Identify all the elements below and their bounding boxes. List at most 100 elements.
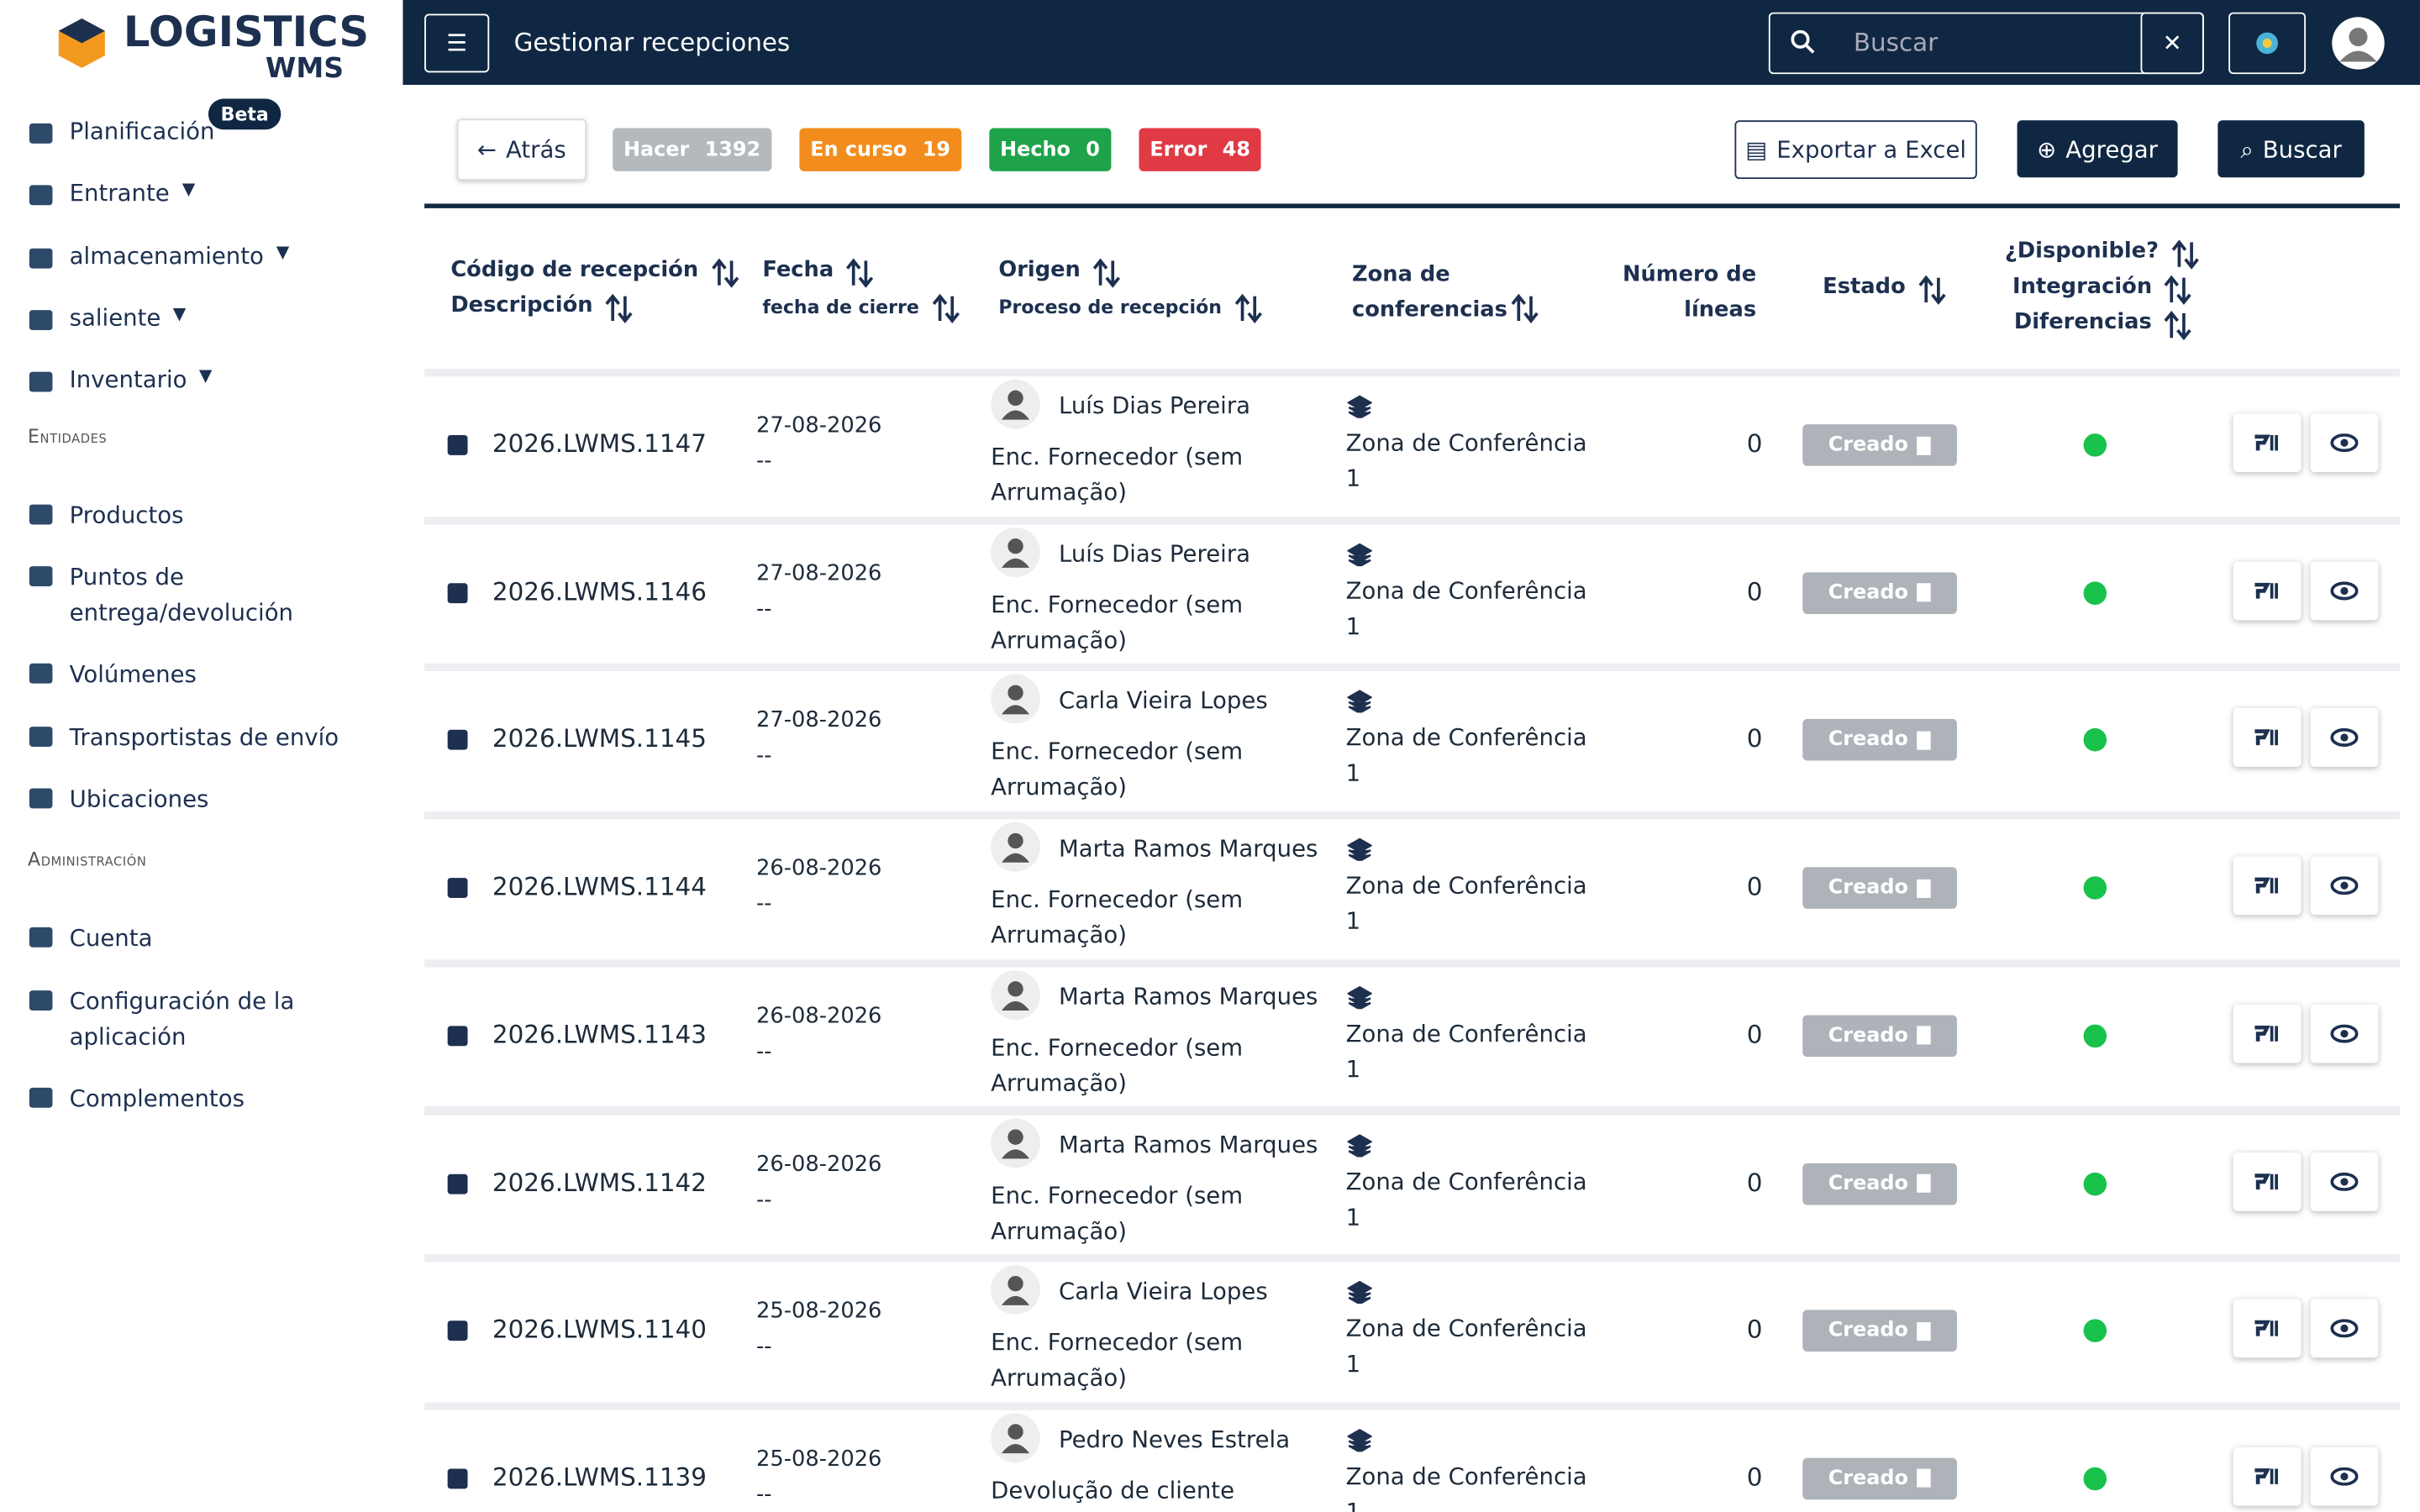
counter-label: Hacer — [623, 138, 690, 161]
nav-icon — [29, 1086, 53, 1107]
status-badge: Creado — [1802, 424, 1957, 466]
nav-icon — [29, 371, 53, 392]
date: 26-08-2026 — [755, 1152, 882, 1177]
user-name: Luís Dias Pereira — [1058, 391, 1251, 420]
logo-icon — [58, 18, 105, 68]
reception-code: 2026.LWMS.1142 — [492, 1167, 707, 1197]
view-button[interactable] — [2310, 413, 2379, 473]
menu-toggle[interactable]: ☰ — [424, 13, 490, 73]
availability-dot — [2083, 1467, 2107, 1491]
status-counter[interactable]: En curso 19 — [799, 128, 961, 171]
view-button[interactable] — [2310, 1446, 2379, 1506]
view-button[interactable] — [2310, 856, 2379, 916]
reception-code: 2026.LWMS.1140 — [492, 1315, 707, 1345]
view-button[interactable] — [2310, 1299, 2379, 1358]
closing-date: -- — [755, 596, 772, 622]
doc-icon — [1917, 583, 1932, 602]
doc-icon — [1917, 879, 1932, 898]
counter-label: En curso — [810, 138, 908, 161]
zone-icon — [1346, 837, 1373, 868]
user-avatar — [991, 1413, 1040, 1462]
nav-item: Transportistas de envío — [69, 722, 339, 751]
date: 26-08-2026 — [755, 856, 882, 881]
add-label: Agregar — [2065, 134, 2158, 163]
action-button[interactable] — [2233, 1152, 2302, 1210]
process: Enc. Fornecedor (sem Arrumação) — [991, 590, 1244, 654]
availability-dot — [2083, 1319, 2107, 1343]
closing-date: -- — [755, 1039, 772, 1064]
nav-icon — [29, 664, 53, 685]
status-counter[interactable]: Hacer 1392 — [613, 128, 771, 171]
status-label: Creado — [1828, 876, 1908, 900]
user-avatar — [991, 969, 1040, 1020]
nav-icon — [29, 123, 53, 144]
status-badge: Creado — [1802, 1457, 1957, 1500]
user-name: Luís Dias Pereira — [1058, 539, 1251, 568]
process: Enc. Fornecedor (sem Arrumação) — [991, 738, 1244, 801]
reception-code: 2026.LWMS.1144 — [492, 871, 707, 901]
nav-item: Complementos — [69, 1084, 245, 1112]
action-button[interactable] — [2233, 708, 2302, 768]
user-avatar — [991, 822, 1040, 872]
view-button[interactable] — [2310, 1004, 2379, 1063]
row-icon — [447, 1320, 468, 1341]
action-button[interactable] — [2233, 413, 2302, 473]
status-badge: Creado — [1802, 1015, 1957, 1057]
sort-icon — [1234, 293, 1263, 330]
nav-caret: ▼ — [172, 303, 187, 324]
row-icon — [447, 434, 468, 455]
nav-icon — [29, 927, 53, 948]
column-header: Descripción — [450, 292, 593, 318]
back-label: Atrás — [505, 135, 566, 164]
availability-dot — [2083, 1024, 2107, 1047]
date: 27-08-2026 — [755, 560, 882, 586]
status-counter[interactable]: Hecho 0 — [989, 128, 1111, 171]
doc-icon — [1917, 435, 1932, 454]
table-header — [424, 207, 2401, 369]
column-header: Estado — [1823, 274, 1906, 300]
row-icon — [447, 730, 468, 751]
table-row — [424, 967, 2401, 1107]
column-header: Zona de conferencias — [1351, 262, 1507, 323]
sort-icon — [845, 258, 874, 295]
add-button[interactable]: ⊕ Agregar — [2017, 120, 2178, 178]
action-button[interactable] — [2233, 1299, 2302, 1358]
sort-icon — [2164, 275, 2191, 312]
line-count: 0 — [1746, 1462, 1763, 1492]
zone: Zona de Conferência 1 — [1345, 724, 1587, 788]
action-button[interactable] — [2233, 1446, 2302, 1506]
closing-date: -- — [755, 1482, 772, 1508]
search-label: Buscar — [2262, 134, 2342, 163]
counter-label: Error — [1150, 138, 1207, 161]
nav-item: Ubicaciones — [69, 785, 209, 813]
row-icon — [447, 1173, 468, 1194]
action-button[interactable] — [2233, 1004, 2302, 1063]
nav-item: Configuración de la aplicación — [69, 986, 295, 1050]
export-button[interactable]: ▤ Exportar a Excel — [1734, 120, 1977, 180]
app-switch[interactable] — [2228, 12, 2307, 75]
view-button[interactable] — [2310, 560, 2379, 620]
nav-icon — [29, 247, 53, 268]
reception-code: 2026.LWMS.1145 — [492, 724, 707, 754]
doc-icon — [1917, 1321, 1932, 1341]
date: 27-08-2026 — [755, 413, 882, 438]
user-name: Marta Ramos Marques — [1058, 834, 1318, 863]
back-button[interactable]: ← Atrás — [456, 118, 587, 181]
brand-sub: WMS — [265, 52, 345, 86]
view-button[interactable] — [2310, 1152, 2379, 1210]
line-count: 0 — [1746, 724, 1763, 754]
process: Enc. Fornecedor (sem Arrumação) — [991, 1180, 1244, 1245]
nav-item: Planificación — [69, 117, 215, 145]
action-button[interactable] — [2233, 856, 2302, 916]
action-button[interactable] — [2233, 560, 2302, 620]
closing-date: -- — [755, 744, 772, 769]
clear-search[interactable]: ✕ — [2140, 12, 2204, 75]
view-button[interactable] — [2310, 708, 2379, 768]
reception-code: 2026.LWMS.1139 — [492, 1462, 707, 1492]
search-button[interactable]: ⌕ Buscar — [2217, 120, 2365, 178]
status-counter[interactable]: Error 48 — [1139, 128, 1261, 171]
nav-icon — [29, 990, 53, 1011]
avatar[interactable] — [2330, 15, 2386, 71]
nav-caret: ▼ — [198, 365, 213, 386]
search-box[interactable] — [1768, 12, 2204, 75]
